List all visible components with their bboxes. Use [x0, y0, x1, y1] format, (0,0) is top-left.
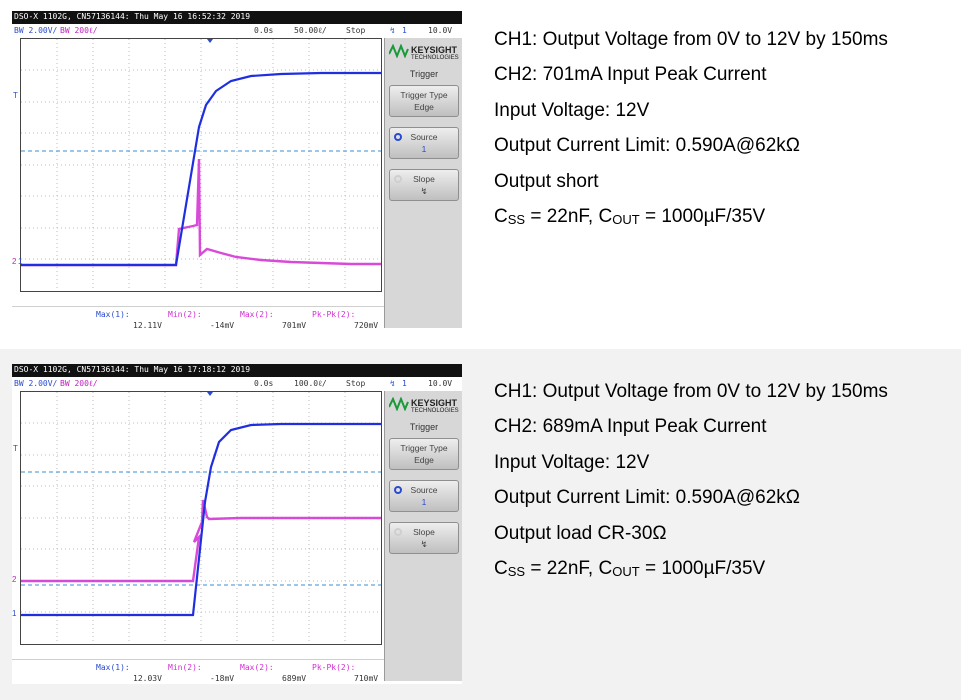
ch1-ground-marker: 1 [18, 257, 23, 266]
keysight-logo: KEYSIGHT TECHNOLOGIES [389, 395, 461, 419]
trigger-channel: 1 [402, 26, 407, 35]
measurement-bar: Max(1): 12.11V Min(2): -14mV Max(2): 701… [12, 306, 384, 331]
waveform-graticule [20, 391, 382, 645]
meas-value-max1: 12.03V [133, 674, 162, 683]
trigger-slope-icon: ↯ [390, 26, 395, 35]
meas-label-max2: Max(2): [240, 310, 274, 319]
test-conditions-1: CH1: Output Voltage from 0V to 12V by 15… [494, 29, 888, 241]
capacitor-info-line: CSS = 22nF, COUT = 1000µF/35V [494, 205, 766, 227]
oscilloscope-screenshot-1: DSO-X 1102G, CN57136144: Thu May 16 16:5… [12, 11, 462, 331]
scope-settings-bar: BW 2.00V/ BW 200ℓ/ 0.0s 50.00ℓ/ Stop ↯ 1… [12, 24, 462, 37]
brand-subtitle: TECHNOLOGIES [411, 408, 459, 414]
time-scale: 50.00ℓ/ [294, 26, 327, 35]
keysight-wave-icon [389, 44, 409, 58]
waveform-plot [21, 392, 381, 644]
meas-value-min2: -18mV [210, 674, 235, 683]
keysight-wave-icon [389, 397, 409, 411]
softkey-trigger-type[interactable]: Trigger Type Edge [389, 85, 459, 117]
softkey-source[interactable]: Source 1 [389, 480, 459, 512]
run-state: Stop [346, 379, 366, 388]
softkey-slope[interactable]: Slope ↯ [389, 169, 459, 201]
info-line: Output Current Limit: 0.590A@62kΩ [494, 487, 800, 509]
info-line: CH2: 701mA Input Peak Current [494, 64, 767, 86]
scope-header-bar: DSO-X 1102G, CN57136144: Thu May 16 16:5… [12, 11, 462, 24]
time-scale: 100.0ℓ/ [294, 379, 327, 388]
scope-header-text: DSO-X 1102G, CN57136144: Thu May 16 17:1… [14, 365, 251, 374]
meas-label-max1: Max(1): [96, 310, 130, 319]
rotate-knob-icon [394, 133, 402, 141]
menu-title: Trigger [409, 69, 439, 79]
time-offset: 0.0s [254, 26, 274, 35]
scope-settings-bar: BW 2.00V/ BW 200ℓ/ 0.0s 100.0ℓ/ Stop ↯ 1… [12, 377, 462, 390]
brand-name: KEYSIGHT [411, 45, 458, 55]
scope-header-bar: DSO-X 1102G, CN57136144: Thu May 16 17:1… [12, 364, 462, 377]
ch1-voltage-trace [21, 71, 381, 267]
meas-value-max2: 689mV [282, 674, 307, 683]
trigger-position-marker [207, 39, 213, 43]
oscilloscope-screenshot-2: DSO-X 1102G, CN57136144: Thu May 16 17:1… [12, 364, 462, 684]
trigger-level-marker: T [13, 444, 18, 453]
capacitor-info-line: CSS = 22nF, COUT = 1000µF/35V [494, 557, 766, 579]
waveform-graticule [20, 38, 382, 292]
info-line: Input Voltage: 12V [494, 99, 650, 121]
run-state: Stop [346, 26, 366, 35]
info-line: Output Current Limit: 0.590A@62kΩ [494, 135, 800, 157]
info-line: CH1: Output Voltage from 0V to 12V by 15… [494, 29, 888, 50]
trigger-level-marker: T [13, 91, 18, 100]
waveform-plot [21, 39, 381, 291]
ch2-ground-marker: 2 [12, 575, 17, 584]
menu-title: Trigger [409, 422, 439, 432]
ch1-setting: BW 2.00V/ [14, 379, 58, 388]
measurement-panel-1: DSO-X 1102G, CN57136144: Thu May 16 16:5… [0, 0, 961, 347]
trigger-level: 10.0V [428, 379, 453, 388]
softkey-menu: KEYSIGHT TECHNOLOGIES Trigger Trigger Ty… [384, 38, 462, 328]
rotate-knob-icon [394, 486, 402, 494]
meas-value-max1: 12.11V [133, 321, 162, 330]
trigger-channel: 1 [402, 379, 407, 388]
brand-name: KEYSIGHT [411, 398, 458, 408]
rotate-knob-icon [394, 528, 402, 536]
softkey-slope[interactable]: Slope ↯ [389, 522, 459, 554]
softkey-trigger-type[interactable]: Trigger Type Edge [389, 438, 459, 470]
ch1-ground-marker: 1 [12, 609, 17, 618]
trigger-position-marker [207, 392, 213, 396]
ch1-voltage-trace [21, 422, 381, 617]
info-line: Output short [494, 170, 599, 192]
rotate-knob-icon [394, 175, 402, 183]
trigger-level: 10.0V [428, 26, 453, 35]
meas-value-pkpk2: 720mV [354, 321, 379, 330]
meas-label-pkpk2: Pk-Pk(2): [312, 663, 356, 672]
softkey-source[interactable]: Source 1 [389, 127, 459, 159]
ch2-current-trace [21, 158, 381, 267]
info-line: CH2: 689mA Input Peak Current [494, 416, 767, 438]
measurement-bar: Max(1): 12.03V Min(2): -18mV Max(2): 689… [12, 659, 384, 684]
ch2-setting: BW 200ℓ/ [60, 379, 98, 388]
ch2-setting: BW 200ℓ/ [60, 26, 98, 35]
brand-subtitle: TECHNOLOGIES [411, 55, 459, 61]
graticule-grid [21, 39, 381, 291]
softkey-menu: KEYSIGHT TECHNOLOGIES Trigger Trigger Ty… [384, 391, 462, 681]
scope-header-text: DSO-X 1102G, CN57136144: Thu May 16 16:5… [14, 12, 251, 21]
info-line: Input Voltage: 12V [494, 451, 650, 473]
meas-label-max1: Max(1): [96, 663, 130, 672]
meas-value-pkpk2: 710mV [354, 674, 379, 683]
time-offset: 0.0s [254, 379, 274, 388]
meas-label-pkpk2: Pk-Pk(2): [312, 310, 356, 319]
meas-value-min2: -14mV [210, 321, 235, 330]
meas-label-max2: Max(2): [240, 663, 274, 672]
test-conditions-2: CH1: Output Voltage from 0V to 12V by 15… [494, 381, 888, 593]
meas-value-max2: 701mV [282, 321, 307, 330]
trigger-slope-icon: ↯ [390, 379, 395, 388]
measurement-panel-2: DSO-X 1102G, CN57136144: Thu May 16 17:1… [0, 349, 961, 700]
keysight-logo: KEYSIGHT TECHNOLOGIES [389, 42, 461, 66]
meas-label-min2: Min(2): [168, 310, 202, 319]
ch2-ground-marker: 2 [12, 257, 17, 266]
meas-label-min2: Min(2): [168, 663, 202, 672]
info-line: Output load CR-30Ω [494, 522, 667, 544]
ch1-setting: BW 2.00V/ [14, 26, 58, 35]
info-line: CH1: Output Voltage from 0V to 12V by 15… [494, 381, 888, 402]
